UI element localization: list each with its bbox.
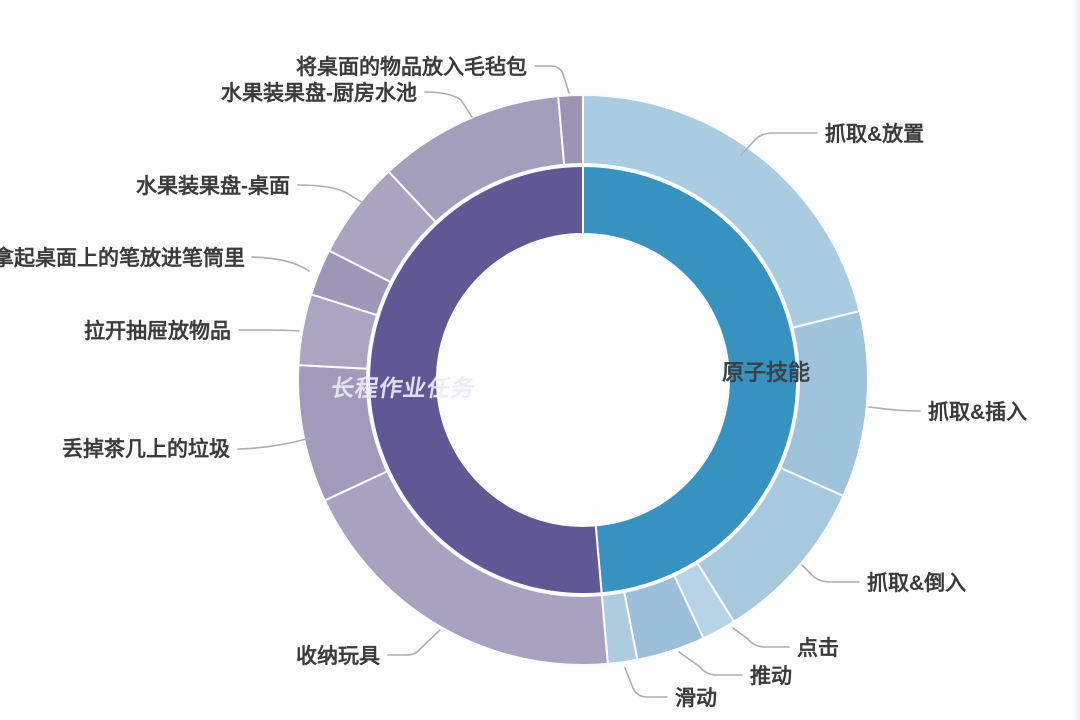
inner-ring xyxy=(368,165,799,595)
inner-segment-1 xyxy=(368,165,603,595)
callout-label-11: 水果装果盘-厨房水池 xyxy=(221,81,417,105)
inner-segment-0 xyxy=(582,165,799,595)
leader-line-1 xyxy=(868,406,921,412)
callout-label-2: 抓取&倒入 xyxy=(867,572,966,595)
leader-line-3 xyxy=(732,627,790,648)
callout-label-8: 拉开抽屉放物品 xyxy=(84,319,231,343)
leader-line-11 xyxy=(424,91,473,118)
leader-line-0 xyxy=(740,132,818,156)
leader-line-12 xyxy=(534,65,570,94)
callout-label-6: 收纳玩具 xyxy=(296,644,380,668)
leader-line-10 xyxy=(297,184,364,204)
leader-line-5 xyxy=(624,667,668,698)
outer-ring xyxy=(297,93,869,666)
leader-line-2 xyxy=(801,564,860,583)
callout-label-7: 丢掉茶几上的垃圾 xyxy=(62,437,231,461)
callout-label-0: 抓取&放置 xyxy=(825,122,924,146)
callout-label-4: 推动 xyxy=(750,665,792,688)
callout-label-3: 点击 xyxy=(797,636,839,660)
leader-line-7 xyxy=(237,437,311,450)
callout-label-10: 水果装果盘-桌面 xyxy=(136,174,290,198)
callout-label-5: 滑动 xyxy=(675,687,717,710)
callout-label-9: 拿起桌面上的笔放进笔筒里 xyxy=(0,246,245,270)
leader-lines xyxy=(237,65,921,698)
callout-label-1: 抓取&插入 xyxy=(928,401,1027,424)
leader-line-6 xyxy=(387,629,441,656)
leader-line-8 xyxy=(238,329,300,332)
inner-label-atomic-skills: 原子技能 xyxy=(722,360,810,385)
outer-segment-12 xyxy=(557,93,584,166)
leader-line-9 xyxy=(251,256,310,272)
inner-label-long-horizon-tasks: 长程作业任务 xyxy=(329,375,477,401)
leader-line-4 xyxy=(678,651,743,676)
callout-label-12: 将桌面的物品放入毛毡包 xyxy=(296,55,527,79)
